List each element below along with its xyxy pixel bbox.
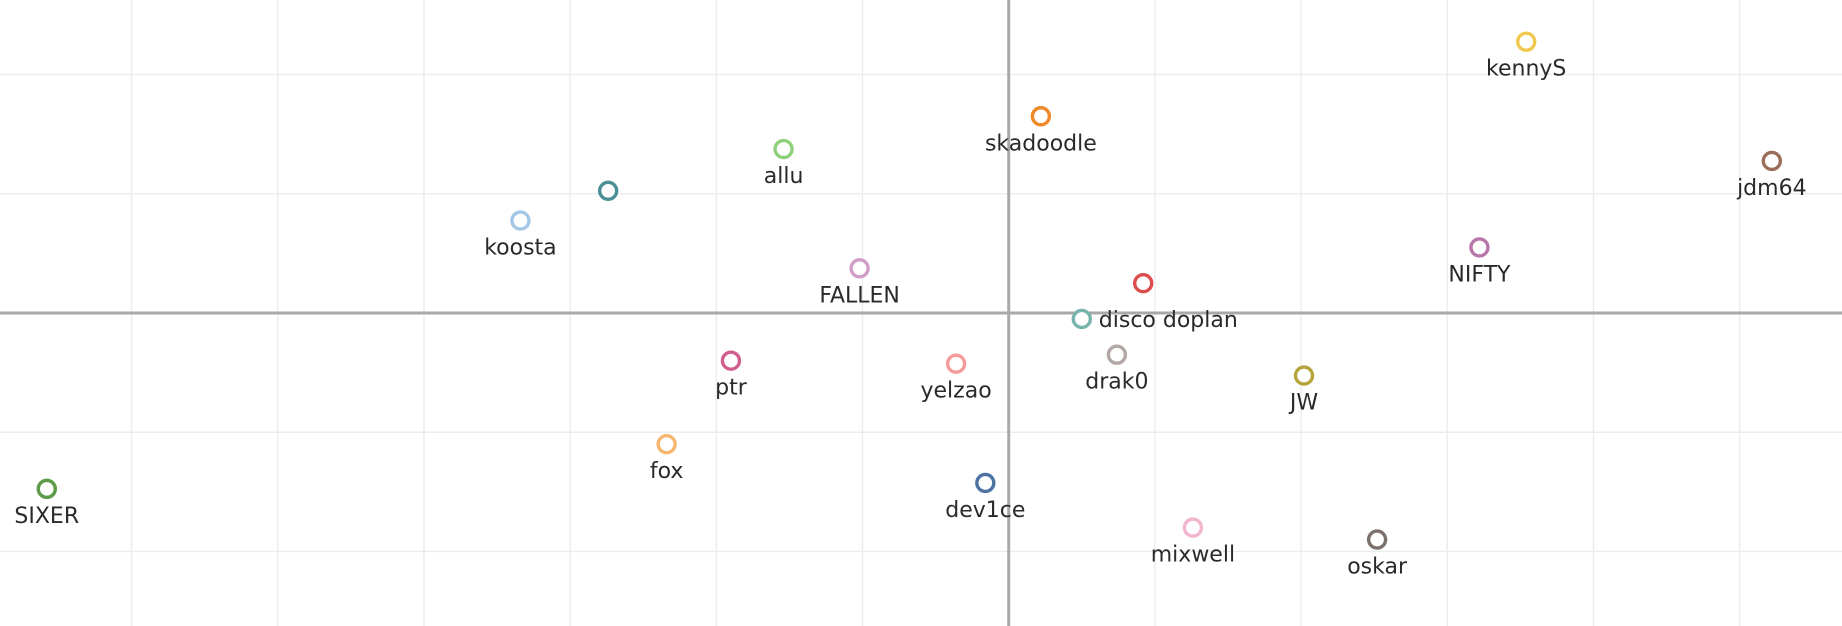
scatter-point	[1516, 31, 1537, 52]
scatter-point	[1182, 517, 1204, 538]
point-label: dev1ce	[945, 498, 1025, 523]
scatter-point	[945, 353, 967, 374]
point-label: skadoodle	[985, 131, 1097, 156]
scatter-point	[1366, 529, 1388, 550]
scatter-point	[773, 138, 794, 160]
scatter-point	[1030, 106, 1052, 127]
scatter-point	[510, 210, 531, 231]
scatter-point	[1761, 150, 1783, 172]
point-label: allu	[764, 164, 804, 189]
labels-layer: kennyS skadoodle allu koosta jdm64 NIFTY FALLE…	[14, 57, 1806, 580]
point-label: jdm64	[1736, 176, 1807, 201]
point-label: NIFTY	[1448, 262, 1511, 287]
point-label: kennyS	[1486, 57, 1566, 82]
point-label: koosta	[484, 236, 556, 261]
point-label: SIXER	[14, 504, 79, 529]
scatter-point	[1071, 308, 1093, 330]
point-label: ptr	[715, 376, 748, 401]
point-label: FALLEN	[819, 283, 900, 308]
point-label: mixwell	[1151, 543, 1235, 568]
scatter-point	[849, 258, 870, 279]
scatter-point	[1293, 365, 1315, 386]
point-label: oskar	[1347, 555, 1408, 580]
point-label: drak0	[1085, 370, 1148, 395]
scatter-point	[720, 350, 742, 371]
scatter-point	[656, 433, 677, 455]
scatter-point	[1469, 237, 1490, 258]
points-layer	[36, 31, 1783, 550]
scatter-point	[1106, 344, 1128, 365]
scatter-point	[36, 478, 57, 500]
point-label: yelzao	[921, 379, 992, 404]
point-label: disco doplan	[1099, 308, 1238, 333]
point-label: fox	[650, 459, 684, 484]
scatter-point	[597, 180, 619, 201]
scatter-point	[1133, 272, 1154, 294]
scatter-point	[975, 472, 996, 494]
point-label: JW	[1288, 391, 1318, 416]
